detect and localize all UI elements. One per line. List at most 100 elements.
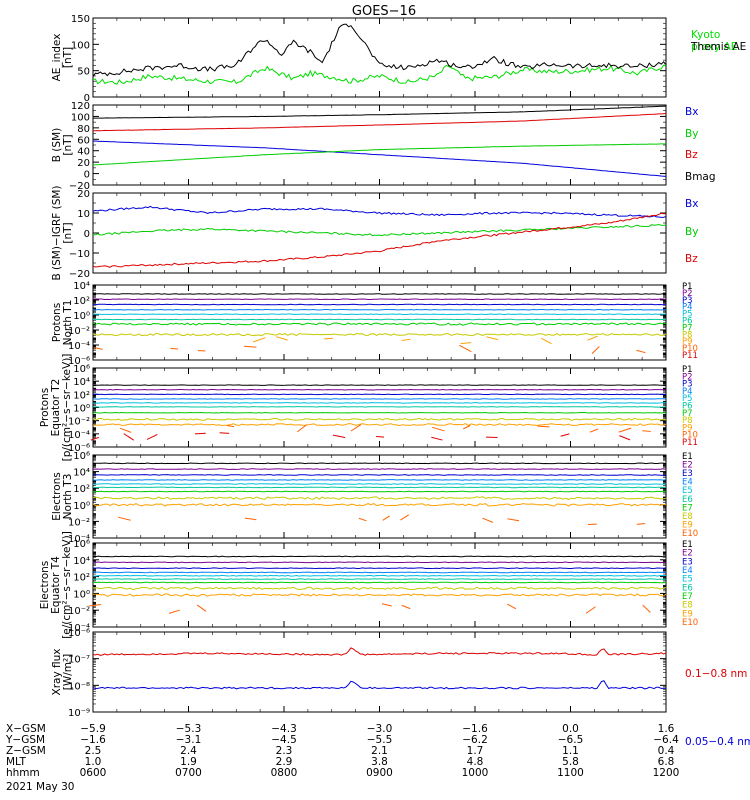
channel-line-p8 <box>92 332 667 337</box>
axis-value: −1.6 <box>462 723 488 735</box>
axis-value: −3.1 <box>176 734 202 746</box>
channel-label: E8 <box>682 512 693 522</box>
y-axis-label: Protons North T1 <box>51 300 74 346</box>
channel-label: E7 <box>682 503 693 513</box>
y-tick-label: 10⁰ <box>73 501 90 512</box>
channel-label: P6 <box>682 317 693 327</box>
channel-segment-p9 <box>486 336 499 341</box>
y-tick-label: 10⁻⁴ <box>68 623 90 634</box>
legend-entry: Bz <box>685 253 698 265</box>
y-tick-label: 10⁴ <box>73 281 90 292</box>
y-tick-label: 10⁻⁷ <box>68 655 90 666</box>
channel-segment-e10 <box>196 604 207 612</box>
legend-entry: By <box>685 128 698 140</box>
channel-line-p4 <box>92 308 667 311</box>
y-tick-label: 10⁻² <box>68 326 90 337</box>
axis-value: 2.1 <box>371 745 388 757</box>
y-tick-label: 10⁻² <box>68 606 90 617</box>
channel-segment-p11 <box>560 433 570 437</box>
y-axis-label-line: North T1 <box>62 300 74 346</box>
legend-entry: Bz <box>685 149 698 161</box>
y-tick-label: 10⁻⁴ <box>68 534 90 545</box>
y-axis-label: Electrons North T3 <box>51 472 74 521</box>
channel-label: P1 <box>682 365 693 375</box>
axis-value: 1000 <box>462 767 489 779</box>
channel-label: E6 <box>682 583 693 593</box>
y-axis-label: AE_index [nT] <box>51 34 74 82</box>
y-axis-label: Electrons Equator T4 [e/(cm²−s−sr−keV)] <box>39 531 73 639</box>
channel-segment-e10 <box>168 609 180 614</box>
series-line-by <box>92 143 666 166</box>
series-line-bz <box>92 212 667 268</box>
y-tick-label: 10 <box>77 209 90 220</box>
axis-value: 1.6 <box>658 723 675 735</box>
y-tick-label: −20 <box>69 269 90 280</box>
axis-value: −5.5 <box>367 734 393 746</box>
axis-value: 1.9 <box>180 756 197 768</box>
channel-line-p9 <box>92 423 667 427</box>
channel-line-e6 <box>92 578 667 581</box>
y-tick-label: 10⁴ <box>73 556 90 567</box>
channel-segment-p10 <box>642 430 651 432</box>
y-tick-label: 60 <box>77 135 90 146</box>
series-line-0-05-0-4-nm <box>92 680 667 690</box>
channel-line-e3 <box>92 474 666 476</box>
channel-label: E5 <box>682 486 693 496</box>
panel-frame <box>92 542 667 628</box>
y-tick-label: 10⁴ <box>73 377 90 388</box>
channel-segment-p9 <box>252 337 266 343</box>
channel-segment-p11 <box>146 434 158 440</box>
panel-frame <box>92 284 667 361</box>
channel-segment-p10 <box>350 424 362 432</box>
channel-line-e9 <box>92 503 667 507</box>
legend-entry: Bmag <box>685 171 716 183</box>
channel-label: P3 <box>682 296 693 306</box>
channel-line-e4 <box>93 571 667 574</box>
y-tick-label: 10⁰ <box>73 404 90 415</box>
axis-value: −4.3 <box>271 723 297 735</box>
panel-xray: 10⁻⁹ 10⁻⁸ 10⁻⁷ 10⁻⁶ Xray flux[W/m²]Xray flux… <box>51 628 750 748</box>
channel-segment-p11 <box>123 433 135 441</box>
panel-frame <box>92 631 667 713</box>
time-axis-table: X−GSMY−GSMZ−GSMMLThhmm−5.9−1.62.51.00600… <box>5 723 679 793</box>
axis-row-label: Z−GSM <box>6 745 46 757</box>
channel-segment-e10 <box>400 514 410 521</box>
axis-value: 0.4 <box>658 745 675 757</box>
channel-segment-p11 <box>376 435 384 438</box>
axis-value: 2.5 <box>85 745 102 757</box>
axis-value: −6.2 <box>462 734 488 746</box>
channel-segment-e10 <box>88 603 102 607</box>
channel-segment-e10 <box>382 515 390 521</box>
channel-segment-p9 <box>401 338 411 342</box>
channel-label: E6 <box>682 495 693 505</box>
channel-line-e1 <box>92 462 667 465</box>
channel-label: P2 <box>682 372 693 382</box>
channel-line-p6 <box>92 406 667 408</box>
channel-label: E9 <box>682 520 693 530</box>
channel-segment-p10 <box>119 427 132 433</box>
y-tick-label: 10⁻⁴ <box>68 430 90 441</box>
channel-segment-e10 <box>642 604 651 613</box>
y-axis-label-line: North T3 <box>62 474 74 520</box>
y-tick-label: 0 <box>84 229 90 240</box>
channel-line-e3 <box>92 567 667 570</box>
channel-line-e4 <box>92 479 667 481</box>
channel-line-p7 <box>92 411 667 414</box>
channel-segment-p11 <box>619 435 631 441</box>
y-tick-label: 10⁶ <box>73 539 90 550</box>
channel-label: P4 <box>682 387 693 397</box>
channel-line-e7 <box>93 581 667 584</box>
series-line-bx <box>92 205 667 218</box>
axis-value: 0900 <box>366 767 393 779</box>
channel-label: P8 <box>682 416 693 426</box>
channel-line-p4 <box>92 398 667 400</box>
y-axis-label-line: B (SM) <box>51 128 63 162</box>
axis-value: 4.8 <box>467 756 484 768</box>
axis-value: 1.0 <box>85 756 102 768</box>
legend-entry: Themis AE <box>690 41 746 53</box>
legend-entry: 0.1−0.8 nm <box>685 668 747 680</box>
